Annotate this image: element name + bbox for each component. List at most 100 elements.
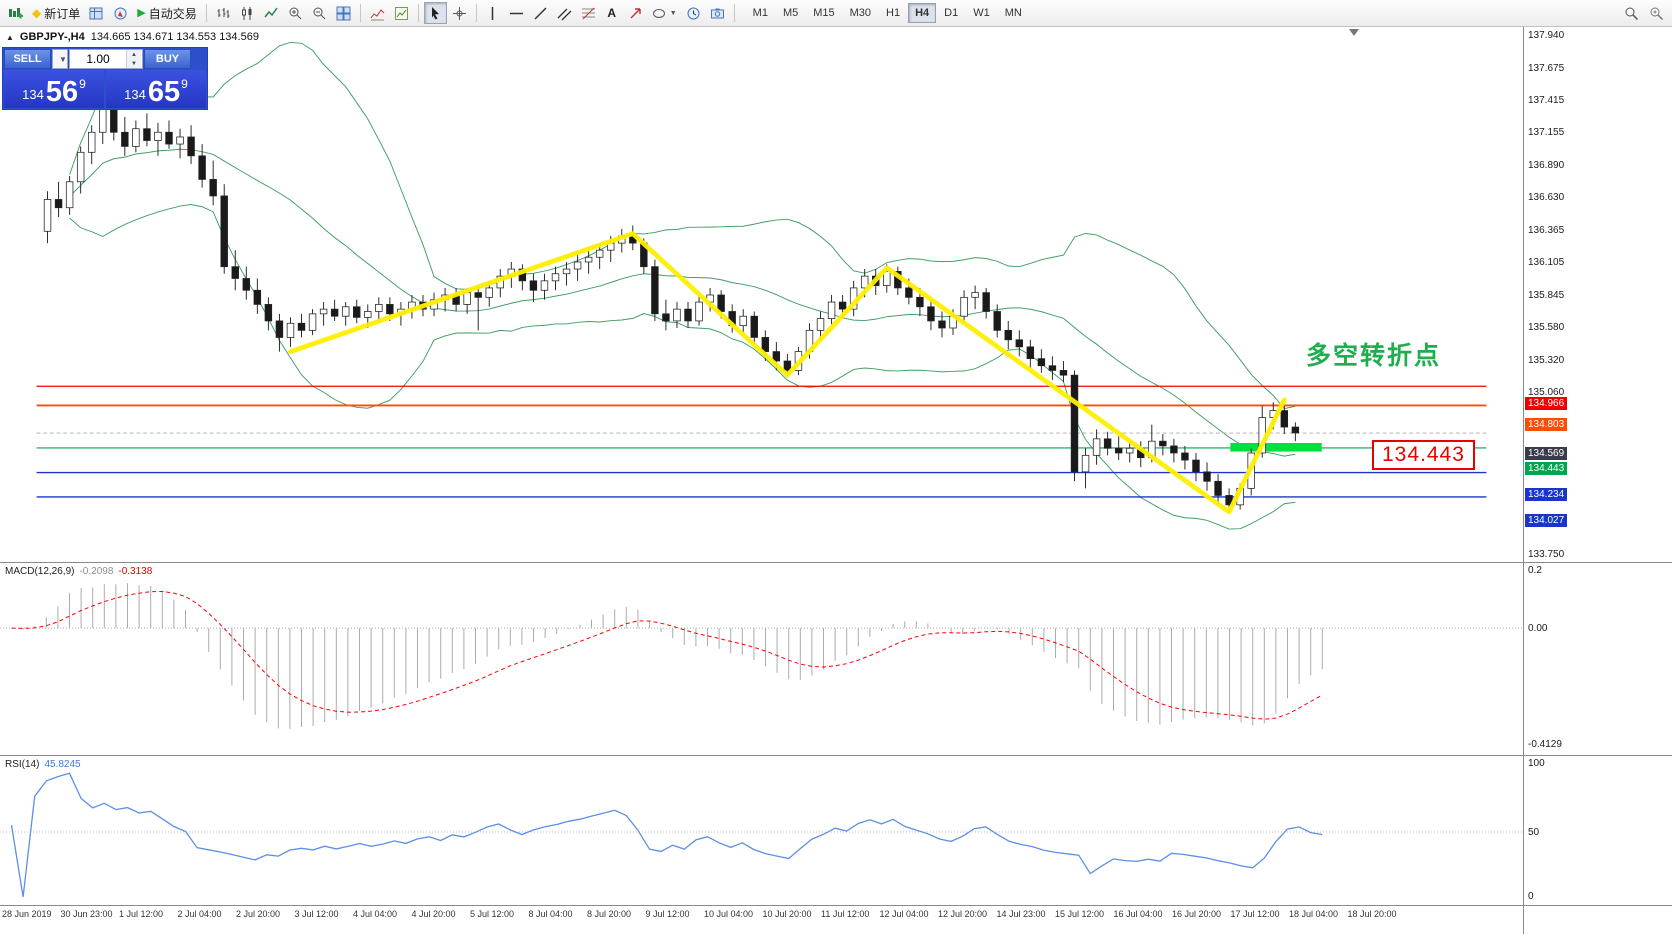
timeframe-button-W1[interactable]: W1: [966, 3, 997, 23]
rsi-name: RSI(14): [5, 759, 40, 770]
pane-separator[interactable]: [0, 905, 1672, 906]
market-watch-button[interactable]: [85, 2, 108, 24]
zigzag-trendline[interactable]: [288, 231, 1287, 515]
indicators-button[interactable]: [366, 2, 389, 24]
timeframe-button-M30[interactable]: M30: [843, 3, 878, 23]
navigator-button[interactable]: [109, 2, 132, 24]
camera-icon: [710, 8, 724, 18]
arrow-icon: [630, 7, 641, 18]
horizontal-line-tool-button[interactable]: [505, 2, 528, 24]
tile-windows-button[interactable]: [332, 2, 355, 24]
volume-decrease-button[interactable]: ▼: [127, 59, 141, 68]
buy-price-box[interactable]: 134 65 9: [106, 70, 206, 108]
level-highlight-bar[interactable]: [1230, 443, 1322, 452]
text-tool-icon: A: [607, 6, 617, 20]
hline-price-chip: 134.443: [1525, 462, 1568, 476]
bollinger-bands: [69, 41, 1296, 530]
timeframe-button-M15[interactable]: M15: [806, 3, 841, 23]
time-axis-label: 8 Jul 20:00: [587, 909, 632, 919]
timeframe-button-H4[interactable]: H4: [908, 3, 937, 23]
fibonacci-tool-button[interactable]: [577, 2, 600, 24]
current-price-chip: 134.569: [1525, 446, 1568, 460]
sell-price-sup: 9: [79, 77, 86, 91]
time-axis-label: 18 Jul 04:00: [1289, 909, 1339, 919]
vertical-line-icon: [491, 6, 494, 20]
line-chart-button[interactable]: [260, 2, 283, 24]
order-mode-dropdown[interactable]: ▼: [52, 49, 68, 69]
templates-button[interactable]: [390, 2, 413, 24]
snapshot-tool-button[interactable]: [706, 2, 729, 24]
horizontal-lines[interactable]: [36, 385, 1487, 498]
price-tick-label: 135.060: [1528, 386, 1565, 398]
new-chart-button[interactable]: [4, 2, 27, 24]
pane-separator[interactable]: [0, 562, 1672, 563]
autotrading-button[interactable]: ▶ 自动交易: [133, 2, 200, 24]
macd-signal-value: -0.3138: [118, 566, 153, 577]
arrows-tool-button[interactable]: [624, 2, 647, 24]
zoom-out-button[interactable]: [308, 2, 331, 24]
cursor-tool-button[interactable]: [423, 2, 447, 24]
search-icon: [1625, 7, 1639, 20]
macd-main-value: -0.2098: [79, 566, 114, 577]
templates-icon: [394, 6, 408, 20]
sell-price-box[interactable]: 134 56 9: [4, 70, 104, 108]
tile-windows-icon: [336, 6, 351, 20]
line-chart-icon: [264, 7, 278, 17]
time-axis-label: 10 Jul 04:00: [704, 909, 754, 919]
shapes-tool-button[interactable]: ▼: [648, 2, 681, 24]
time-axis-label: 17 Jul 12:00: [1230, 909, 1280, 919]
fibonacci-icon: [581, 7, 595, 19]
time-axis-label: 5 Jul 12:00: [470, 909, 515, 919]
rsi-pane[interactable]: [0, 755, 1523, 905]
rsi-line: [10, 772, 1323, 898]
period-tool-button[interactable]: [682, 2, 705, 24]
vertical-line-tool-button[interactable]: [482, 2, 504, 24]
price-callout-label[interactable]: 134.443: [1372, 440, 1475, 470]
price-chart[interactable]: [0, 27, 1523, 562]
buy-price-main: 134: [124, 87, 146, 102]
time-axis-label: 15 Jul 12:00: [1055, 909, 1105, 919]
timeframe-button-M5[interactable]: M5: [776, 3, 805, 23]
bar-chart-icon: [217, 7, 230, 18]
macd-name: MACD(12,26,9): [5, 566, 75, 577]
search-button[interactable]: [1620, 2, 1643, 24]
clock-icon: [687, 7, 700, 19]
price-tick-label: 136.105: [1528, 257, 1565, 269]
timeframe-button-H1[interactable]: H1: [879, 3, 907, 23]
price-tick-label: 133.750: [1528, 549, 1565, 560]
channel-tool-button[interactable]: [553, 2, 576, 24]
bar-chart-button[interactable]: [212, 2, 235, 24]
channel-icon: [557, 8, 572, 20]
macd-pane[interactable]: [0, 562, 1523, 755]
ellipse-icon: [652, 8, 665, 18]
macd-tick-label: -0.4129: [1528, 739, 1562, 750]
price-tick-label: 135.580: [1528, 322, 1565, 334]
chart-shift-marker[interactable]: [1349, 29, 1359, 36]
price-tick-label: 137.415: [1528, 95, 1565, 107]
buy-button[interactable]: BUY: [144, 49, 191, 69]
toolbar-right-group: [1620, 2, 1668, 24]
timeframe-button-D1[interactable]: D1: [937, 3, 965, 23]
sell-price-big: 56: [45, 76, 79, 109]
price-tick-label: 135.320: [1528, 354, 1565, 366]
price-tick-label: 137.155: [1528, 127, 1565, 139]
toolbar-separator: [475, 4, 477, 22]
time-axis-label: 11 Jul 12:00: [821, 909, 870, 919]
new-order-button[interactable]: ◆ 新订单: [28, 2, 84, 24]
timeframe-button-MN[interactable]: MN: [998, 3, 1029, 23]
text-tool-button[interactable]: A: [601, 2, 623, 24]
timeframe-button-M1[interactable]: M1: [746, 3, 775, 23]
crosshair-tool-button[interactable]: [448, 2, 471, 24]
price-tick-label: 137.675: [1528, 62, 1565, 74]
candlestick-chart-button[interactable]: [236, 2, 259, 24]
volume-increase-button[interactable]: ▲: [127, 50, 141, 59]
pane-separator[interactable]: [0, 755, 1672, 756]
find-symbol-button[interactable]: [1645, 2, 1668, 24]
trendline-tool-button[interactable]: [529, 2, 552, 24]
volume-input[interactable]: [70, 50, 126, 68]
turning-point-annotation[interactable]: 多空转折点: [1306, 342, 1442, 370]
new-order-icon: ◆: [32, 6, 42, 20]
sell-button[interactable]: SELL: [4, 49, 51, 69]
zoom-in-button[interactable]: [284, 2, 307, 24]
